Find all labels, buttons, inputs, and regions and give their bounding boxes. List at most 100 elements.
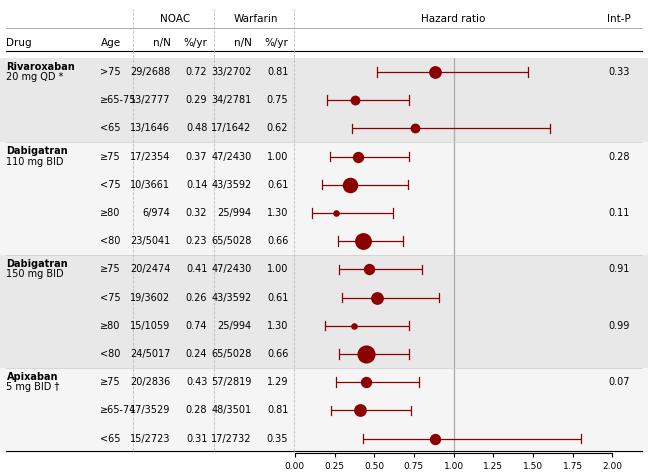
Text: 20 mg QD *: 20 mg QD *: [6, 72, 64, 82]
Text: 20/2836: 20/2836: [130, 377, 170, 387]
Text: 0.29: 0.29: [186, 95, 207, 105]
Text: 47/2430: 47/2430: [211, 264, 251, 274]
Text: 20/2474: 20/2474: [130, 264, 170, 274]
Text: <80: <80: [100, 236, 121, 246]
Text: Dabigatran: Dabigatran: [6, 259, 68, 269]
Text: 15/2723: 15/2723: [130, 434, 170, 444]
Text: 43/3592: 43/3592: [211, 180, 251, 190]
Text: ≥75: ≥75: [100, 264, 121, 274]
Text: 6/974: 6/974: [143, 208, 170, 218]
Text: 0.32: 0.32: [186, 208, 207, 218]
Text: <65: <65: [100, 123, 121, 133]
Text: 110 mg BID: 110 mg BID: [6, 156, 64, 167]
Text: 29/2688: 29/2688: [130, 67, 170, 77]
Point: [358, 237, 368, 245]
Text: 10/3661: 10/3661: [130, 180, 170, 190]
Text: ≥65-75: ≥65-75: [100, 95, 137, 105]
Text: ≥75: ≥75: [100, 152, 121, 162]
Text: 0.75: 0.75: [267, 95, 288, 105]
Text: ≥65-74: ≥65-74: [100, 405, 137, 415]
Point: [350, 96, 360, 104]
Text: 0.28: 0.28: [186, 405, 207, 415]
Text: 0.61: 0.61: [267, 180, 288, 190]
Text: %/yr: %/yr: [183, 37, 207, 48]
Text: 1.00: 1.00: [267, 152, 288, 162]
Text: >75: >75: [100, 67, 121, 77]
Text: 150 mg BID: 150 mg BID: [6, 269, 64, 280]
Point: [410, 125, 421, 132]
Text: 0.61: 0.61: [267, 292, 288, 302]
Text: 23/5041: 23/5041: [130, 236, 170, 246]
Text: 1.29: 1.29: [267, 377, 288, 387]
Point: [372, 294, 382, 301]
Text: ≥75: ≥75: [100, 377, 121, 387]
Text: 0.26: 0.26: [186, 292, 207, 302]
Text: 0.99: 0.99: [608, 321, 629, 331]
Text: 17/1642: 17/1642: [211, 123, 251, 133]
Text: 0.07: 0.07: [608, 377, 630, 387]
Text: 19/3602: 19/3602: [130, 292, 170, 302]
Text: 0.31: 0.31: [186, 434, 207, 444]
Point: [353, 153, 364, 160]
Text: 65/5028: 65/5028: [211, 236, 251, 246]
Text: Hazard ratio: Hazard ratio: [421, 14, 486, 24]
Text: 48/3501: 48/3501: [211, 405, 251, 415]
Text: 0.74: 0.74: [186, 321, 207, 331]
Text: 0.11: 0.11: [608, 208, 629, 218]
Text: Age: Age: [100, 37, 121, 48]
Text: 5 mg BID †: 5 mg BID †: [6, 382, 60, 392]
Point: [364, 265, 375, 273]
Text: 13/2777: 13/2777: [130, 95, 170, 105]
Point: [354, 407, 365, 414]
Text: n/N: n/N: [152, 37, 170, 48]
Text: Drug: Drug: [6, 37, 32, 48]
Text: <75: <75: [100, 292, 121, 302]
Text: Apixaban: Apixaban: [6, 372, 58, 382]
Text: 0.91: 0.91: [608, 264, 629, 274]
Text: 0.24: 0.24: [186, 349, 207, 359]
Text: Rivaroxaban: Rivaroxaban: [6, 62, 75, 72]
Point: [349, 322, 359, 329]
Text: 13/1646: 13/1646: [130, 123, 170, 133]
Text: 57/2819: 57/2819: [211, 377, 251, 387]
Text: NOAC: NOAC: [160, 14, 190, 24]
Text: 17/2732: 17/2732: [211, 434, 251, 444]
Point: [361, 378, 371, 386]
Text: 0.23: 0.23: [186, 236, 207, 246]
Point: [361, 350, 371, 358]
Text: 0.41: 0.41: [186, 264, 207, 274]
Text: ≥80: ≥80: [100, 208, 121, 218]
Text: 0.37: 0.37: [186, 152, 207, 162]
Text: 17/3529: 17/3529: [130, 405, 170, 415]
Text: <65: <65: [100, 434, 121, 444]
Text: 0.81: 0.81: [267, 405, 288, 415]
Text: 0.62: 0.62: [267, 123, 288, 133]
Text: 25/994: 25/994: [217, 321, 251, 331]
Text: 0.66: 0.66: [267, 349, 288, 359]
Text: n/N: n/N: [233, 37, 251, 48]
Text: 17/2354: 17/2354: [130, 152, 170, 162]
Text: Warfarin: Warfarin: [234, 14, 278, 24]
Text: 15/1059: 15/1059: [130, 321, 170, 331]
Text: 0.35: 0.35: [267, 434, 288, 444]
Text: %/yr: %/yr: [264, 37, 288, 48]
Text: 1.30: 1.30: [267, 208, 288, 218]
Text: 0.72: 0.72: [186, 67, 207, 77]
Text: Int-P: Int-P: [607, 14, 631, 24]
Text: 0.33: 0.33: [608, 67, 629, 77]
Text: <80: <80: [100, 349, 121, 359]
Text: 25/994: 25/994: [217, 208, 251, 218]
Text: 43/3592: 43/3592: [211, 292, 251, 302]
Text: 0.66: 0.66: [267, 236, 288, 246]
Text: 34/2781: 34/2781: [211, 95, 251, 105]
Point: [430, 68, 440, 76]
Text: Dabigatran: Dabigatran: [6, 146, 68, 156]
Text: 0.81: 0.81: [267, 67, 288, 77]
Point: [430, 435, 440, 442]
Text: 24/5017: 24/5017: [130, 349, 170, 359]
Point: [345, 181, 356, 189]
Point: [331, 209, 341, 217]
Text: 0.14: 0.14: [186, 180, 207, 190]
Text: 0.28: 0.28: [608, 152, 630, 162]
Text: 0.48: 0.48: [186, 123, 207, 133]
